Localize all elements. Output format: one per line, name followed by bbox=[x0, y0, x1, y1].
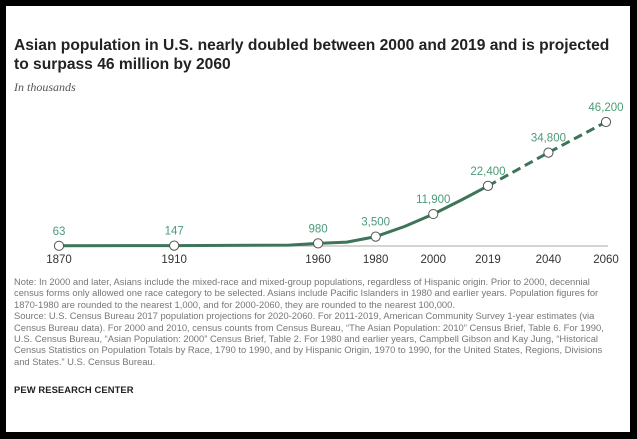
data-label: 11,900 bbox=[416, 194, 450, 206]
data-label: 46,200 bbox=[588, 102, 623, 114]
data-label-layer: 63 147 980 3,500 11,900 22,400 34,800 46,200 bbox=[53, 102, 624, 238]
data-label: 3,500 bbox=[361, 217, 390, 229]
footer-credit: PEW RESEARCH CENTER bbox=[14, 384, 134, 395]
source-text: Source: U.S. Census Bureau 2017 populati… bbox=[14, 310, 604, 367]
data-point-marker bbox=[370, 231, 381, 242]
data-point-marker bbox=[543, 147, 554, 158]
x-tick-label: 2060 bbox=[593, 254, 619, 266]
data-point-marker bbox=[53, 240, 65, 251]
series-layer bbox=[58, 120, 607, 248]
x-tick-label: 1980 bbox=[363, 254, 389, 266]
x-tick-label: 2040 bbox=[536, 254, 562, 266]
series-line-dashed bbox=[487, 120, 607, 188]
x-tick-label: 1910 bbox=[161, 254, 187, 266]
chart-title: Asian population in U.S. nearly doubled … bbox=[14, 37, 610, 73]
chart-subtitle: In thousands bbox=[14, 80, 76, 94]
marker-layer bbox=[53, 116, 612, 251]
data-label: 980 bbox=[309, 223, 328, 235]
data-label: 147 bbox=[165, 226, 184, 238]
x-tick-label: 1870 bbox=[46, 254, 72, 266]
data-point-marker bbox=[313, 238, 324, 249]
data-label: 63 bbox=[53, 226, 66, 238]
x-tick-layer: 1870 1910 1960 1980 2000 2019 2040 2060 bbox=[46, 254, 619, 266]
data-label: 34,800 bbox=[531, 133, 566, 145]
data-point-marker bbox=[169, 240, 180, 251]
chart-card bbox=[6, 6, 630, 432]
x-tick-label: 2000 bbox=[420, 254, 446, 266]
series-line-solid bbox=[58, 184, 489, 248]
notes-block: Note: In 2000 and later, Asians include … bbox=[14, 276, 620, 367]
x-tick-label: 2019 bbox=[475, 254, 501, 266]
x-tick-label: 1960 bbox=[305, 254, 331, 266]
data-point-marker bbox=[482, 180, 494, 191]
data-label: 22,400 bbox=[470, 166, 505, 178]
data-point-marker bbox=[428, 208, 439, 220]
data-point-marker bbox=[600, 116, 612, 128]
note-text: Note: In 2000 and later, Asians include … bbox=[14, 276, 599, 310]
